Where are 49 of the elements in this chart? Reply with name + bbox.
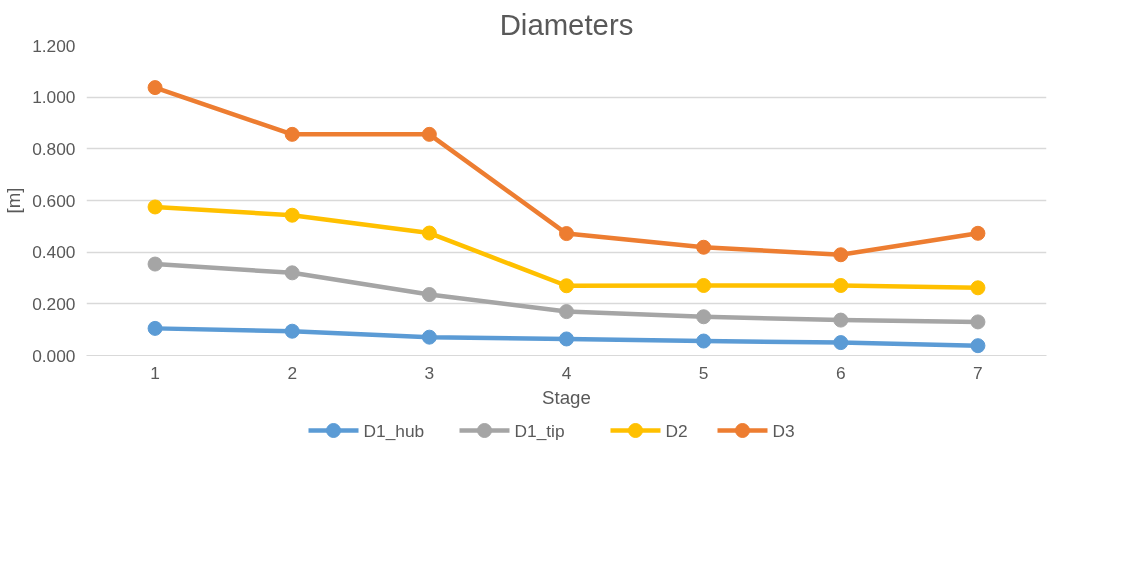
x-axis-title: Stage — [542, 386, 591, 408]
y-tick-label: 0.000 — [32, 345, 76, 366]
x-tick-label: 1 — [150, 362, 160, 383]
point — [147, 320, 163, 336]
y-axis-title: [m] — [3, 187, 25, 214]
y-tick-label: 1.000 — [32, 87, 76, 108]
point — [421, 287, 437, 303]
point — [970, 338, 986, 354]
point — [970, 314, 986, 330]
x-tick-label: 2 — [287, 362, 298, 383]
point — [970, 225, 986, 241]
point — [421, 329, 437, 345]
point — [421, 225, 437, 241]
point — [833, 312, 849, 328]
point — [147, 80, 163, 96]
x-tick-label: 5 — [698, 362, 709, 383]
y-tick-label: 0.600 — [32, 190, 76, 211]
y-tick-label: 0.400 — [32, 242, 76, 263]
y-tick-label: 0.200 — [32, 293, 76, 314]
point — [696, 333, 712, 349]
point — [696, 278, 712, 293]
point — [833, 247, 849, 263]
legend-label: D1_tip — [514, 420, 565, 441]
point — [696, 239, 712, 255]
point — [559, 278, 574, 294]
point — [696, 309, 712, 325]
x-tick-label: 3 — [424, 362, 435, 383]
point — [970, 280, 986, 296]
point — [284, 265, 300, 281]
point — [559, 226, 574, 242]
point — [284, 207, 300, 223]
legend-label: D1_hub — [363, 420, 425, 441]
point — [147, 256, 163, 272]
x-tick-label: 6 — [835, 362, 846, 383]
point — [284, 126, 300, 142]
chart-title: Diameters — [499, 7, 634, 41]
y-tick-label: 0.800 — [32, 138, 76, 159]
point — [421, 126, 437, 142]
legend-label: D3 — [772, 420, 795, 441]
point — [833, 335, 849, 351]
point — [559, 331, 574, 347]
legend-label: D2 — [665, 420, 688, 441]
x-tick-label: 7 — [973, 362, 983, 383]
point — [284, 323, 300, 339]
y-tick-label: 1.200 — [32, 35, 76, 56]
point — [559, 304, 574, 320]
point — [833, 278, 849, 293]
x-tick-label: 4 — [561, 362, 572, 383]
point — [147, 199, 163, 215]
